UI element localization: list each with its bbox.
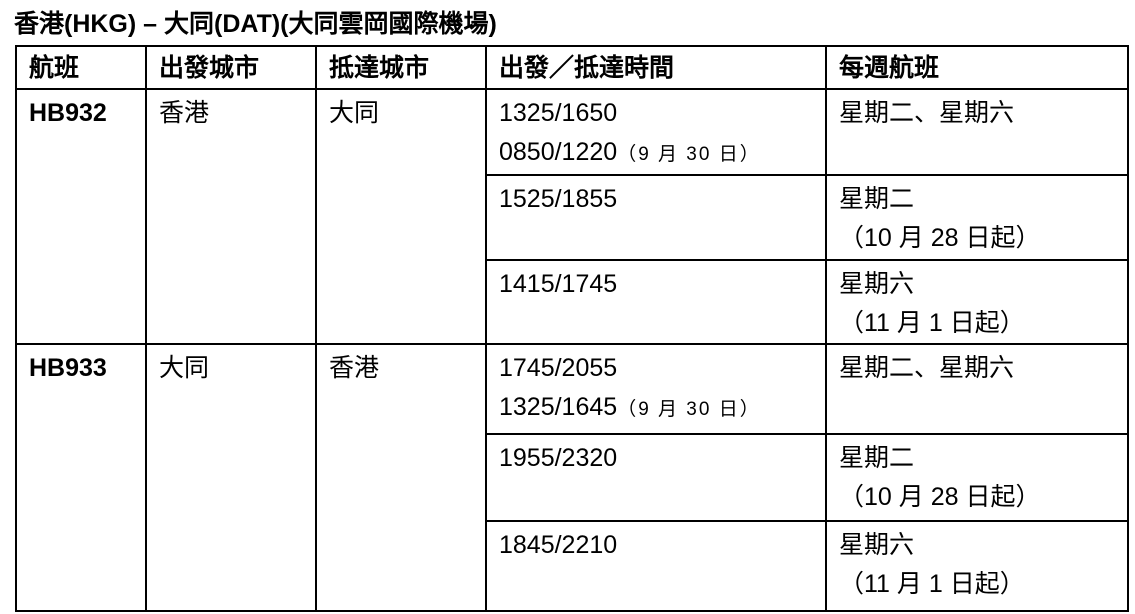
- days-cell: 星期六 （11 月 1 日起）: [825, 259, 1129, 345]
- table-row: HB933 大同 香港 1745/2055 1325/1645（9 月 30 日） 星期二…: [15, 343, 1129, 612]
- days-note: （11 月 1 日起）: [839, 309, 1025, 337]
- header-departure-city: 出發城市: [145, 45, 317, 90]
- time-note: （9 月 30 日）: [617, 399, 761, 420]
- time: 1525/1855: [499, 185, 618, 213]
- days: 星期六: [839, 531, 915, 559]
- days-note: （10 月 28 日起）: [839, 224, 1041, 252]
- header-times: 出發／抵達時間: [485, 45, 827, 90]
- days: 星期二: [839, 185, 915, 213]
- header-arrival-city: 抵達城市: [315, 45, 487, 90]
- days-note: （10 月 28 日起）: [839, 483, 1041, 511]
- time: 1745/2055: [499, 354, 618, 382]
- times-cell: 1745/2055 1325/1645（9 月 30 日）: [485, 343, 827, 435]
- time-note: （9 月 30 日）: [617, 144, 761, 165]
- header-flight: 航班: [15, 45, 147, 90]
- departure-city: 香港: [145, 88, 317, 345]
- days: 星期二、星期六: [839, 99, 1015, 127]
- time-alt: 1325/1645: [499, 393, 618, 421]
- times-cell: 1955/2320: [485, 433, 827, 522]
- days-cell: 星期六 （11 月 1 日起）: [825, 520, 1129, 612]
- days-cell: 星期二 （10 月 28 日起）: [825, 174, 1129, 261]
- header-row: 航班 出發城市 抵達城市 出發／抵達時間 每週航班: [15, 45, 1129, 90]
- time: 1955/2320: [499, 444, 618, 472]
- days-cell: 星期二、星期六: [825, 343, 1129, 435]
- header-weekly: 每週航班: [825, 45, 1129, 90]
- days: 星期二、星期六: [839, 354, 1015, 382]
- days-cell: 星期二、星期六: [825, 88, 1129, 176]
- table-row: 1415/1745 星期六 （11 月 1 日起）: [16, 259, 1129, 345]
- arrival-city: 香港: [315, 343, 487, 612]
- time: 1415/1745: [499, 270, 618, 298]
- times-cell: 1415/1745: [485, 259, 827, 345]
- days-note: （11 月 1 日起）: [839, 570, 1025, 598]
- time-alt: 0850/1220: [499, 138, 618, 166]
- table-row: HB932 香港 大同 1325/1650 0850/1220（9 月 30 日） 星期二…: [15, 88, 1129, 345]
- flight-schedule-table: 航班 出發城市 抵達城市 出發／抵達時間 每週航班 HB932 香港 大同 1325/…: [15, 45, 1129, 612]
- page-title: 香港(HKG) – 大同(DAT)(大同雲岡國際機場): [14, 10, 497, 38]
- table-row: 1845/2210 星期六 （11 月 1 日起）: [16, 520, 1129, 612]
- flight-number: HB933: [15, 343, 147, 612]
- days: 星期六: [839, 270, 915, 298]
- times-cell: 1325/1650 0850/1220（9 月 30 日）: [485, 88, 827, 176]
- times-cell: 1525/1855: [485, 174, 827, 261]
- table-row: 1525/1855 星期二 （10 月 28 日起）: [16, 174, 1129, 261]
- days-cell: 星期二 （10 月 28 日起）: [825, 433, 1129, 522]
- times-cell: 1845/2210: [485, 520, 827, 612]
- flight-number: HB932: [15, 88, 147, 345]
- table-row: 1955/2320 星期二 （10 月 28 日起）: [16, 433, 1129, 522]
- days: 星期二: [839, 444, 915, 472]
- arrival-city: 大同: [315, 88, 487, 345]
- time: 1845/2210: [499, 531, 618, 559]
- departure-city: 大同: [145, 343, 317, 612]
- time: 1325/1650: [499, 99, 618, 127]
